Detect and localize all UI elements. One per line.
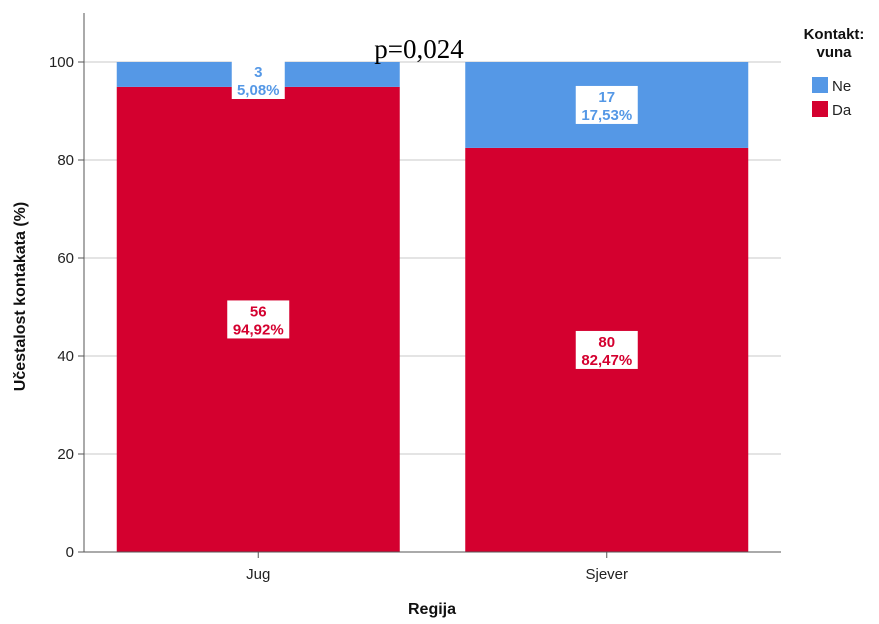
bars <box>116 62 749 552</box>
x-tick-label-jug: Jug <box>246 566 270 583</box>
legend-label-da: Da <box>832 102 852 119</box>
data-label-count-sjever-ne: 17 <box>598 89 615 106</box>
y-tick-label-40: 40 <box>57 348 74 365</box>
x-tick-label-sjever: Sjever <box>585 566 628 583</box>
data-label-box-jug-da <box>227 300 290 339</box>
data-label-pct-jug-da: 94,92% <box>233 321 284 338</box>
p-value-annotation: p=0,024 <box>374 34 464 64</box>
data-label-count-sjever-da: 80 <box>598 334 615 351</box>
data-label-count-jug-ne: 3 <box>254 64 262 81</box>
legend-title-line2: vuna <box>816 44 852 61</box>
legend-title-line1: Kontakt: <box>804 26 865 43</box>
y-tick-label-60: 60 <box>57 250 74 267</box>
data-label-box-sjever-da <box>575 330 638 369</box>
axes: 0 20 40 60 80 100 Jug Sjever <box>49 13 781 583</box>
y-tick-label-80: 80 <box>57 152 74 169</box>
y-tick-label-20: 20 <box>57 446 74 463</box>
x-axis-title: Regija <box>408 601 456 618</box>
y-tick-label-0: 0 <box>66 544 74 561</box>
data-label-pct-jug-ne: 5,08% <box>237 82 280 99</box>
legend-label-ne: Ne <box>832 78 851 95</box>
data-label-pct-sjever-ne: 17,53% <box>581 107 632 124</box>
legend: Kontakt: vuna Ne Da <box>804 26 865 119</box>
data-label-box-sjever-ne <box>575 85 638 124</box>
data-label-count-jug-da: 56 <box>250 303 267 320</box>
legend-swatch-da <box>812 101 828 117</box>
y-axis-title: Učestalost kontakata (%) <box>12 202 29 391</box>
data-label-pct-sjever-da: 82,47% <box>581 352 632 369</box>
y-tick-label-100: 100 <box>49 54 74 71</box>
data-label-box-jug-ne <box>231 61 285 99</box>
legend-swatch-ne <box>812 77 828 93</box>
